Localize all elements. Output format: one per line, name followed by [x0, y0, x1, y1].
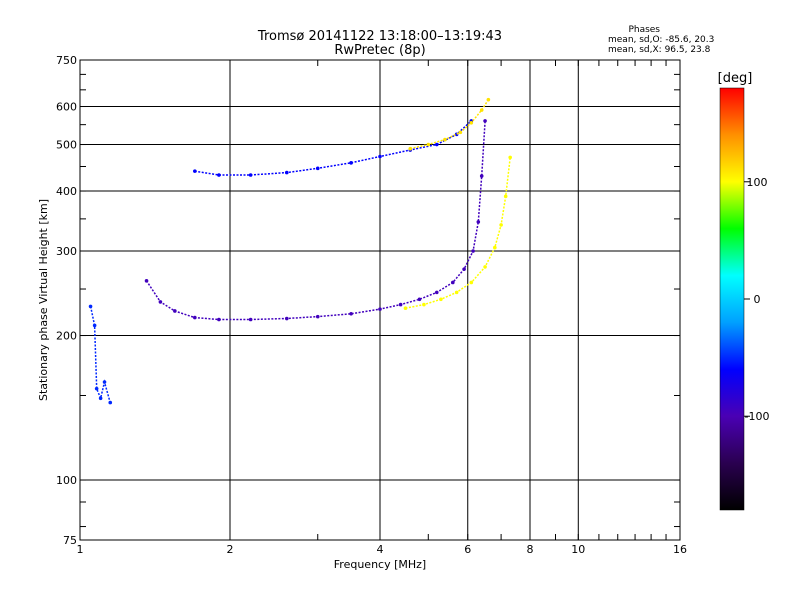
data-point: [217, 173, 221, 177]
trace-line: [89, 306, 111, 403]
y-tick-label: 500: [56, 139, 77, 152]
y-tick-label: 400: [56, 185, 77, 198]
colorbar-tick-label: -100: [745, 410, 770, 423]
colorbar-label: [deg]: [718, 71, 753, 86]
phases-header: Phases: [628, 25, 660, 35]
trace-line: [410, 99, 490, 150]
colorbar-tick-label: 0: [754, 293, 761, 306]
data-point: [479, 174, 484, 178]
y-tick-label: 75: [63, 534, 77, 547]
phase-stats-x: mean, sd,X: 96.5, 23.8: [608, 45, 711, 55]
x-tick-label: 16: [673, 543, 687, 556]
y-axis-ticks: 75 100 200 300 400 500 600 750: [56, 54, 680, 547]
colorbar: [deg] 100 0 -100: [718, 71, 769, 511]
phase-stats-o: mean, sd,O: -85.6, 20.3: [608, 35, 714, 45]
x-tick-label: 10: [571, 543, 585, 556]
x-tick-label: 2: [227, 543, 234, 556]
chart-title: Tromsø 20141122 13:18:00–13:19:43: [257, 29, 502, 44]
x-axis-label: Frequency [MHz]: [334, 558, 426, 571]
y-tick-label: 600: [56, 101, 77, 114]
trace-line: [405, 157, 511, 309]
colorbar-ticks: 100 0 -100: [744, 176, 769, 423]
grid-lines: [80, 60, 680, 540]
colorbar-gradient: [719, 87, 745, 511]
trace-line: [145, 120, 486, 321]
data-points: [88, 97, 512, 405]
x-tick-label: 6: [464, 543, 471, 556]
data-point: [349, 311, 353, 316]
y-tick-label: 200: [56, 330, 77, 343]
data-point: [483, 119, 487, 123]
x-axis-ticks: 1 2 4 6 8 10 16: [77, 60, 687, 556]
data-point: [94, 386, 99, 391]
x-tick-label: 1: [77, 543, 84, 556]
y-axis-label: Stationary phase Virtual Height [km]: [37, 199, 50, 401]
data-point: [508, 155, 512, 160]
y-tick-label: 750: [56, 54, 77, 67]
y-tick-label: 300: [56, 245, 77, 258]
chart-subtitle: RwPretec (8p): [334, 43, 425, 58]
trace-line: [194, 120, 472, 176]
colorbar-tick-label: 100: [747, 176, 768, 189]
y-tick-label: 100: [56, 474, 77, 487]
x-tick-label: 4: [377, 543, 384, 556]
x-tick-label: 8: [527, 543, 534, 556]
